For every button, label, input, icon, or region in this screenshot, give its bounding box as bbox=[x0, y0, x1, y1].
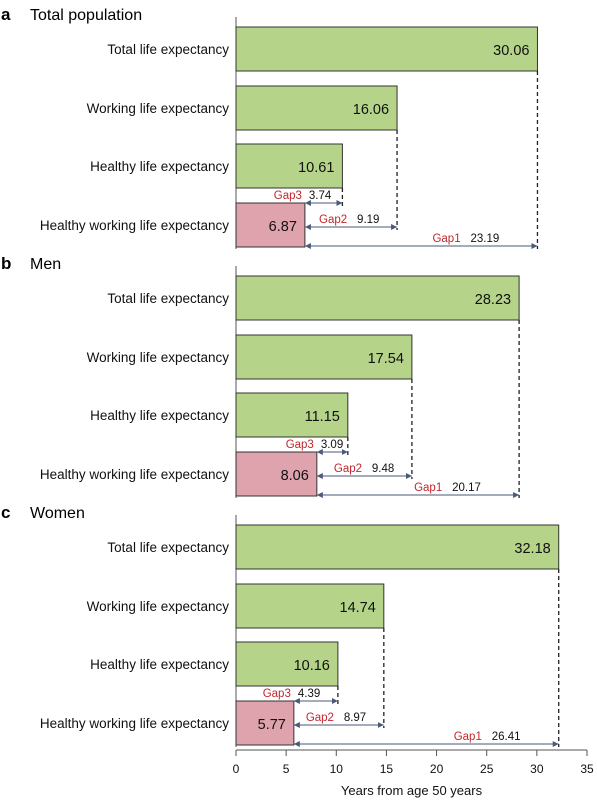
gap-value-label: 3.74 bbox=[309, 190, 332, 202]
bar-value-label: 5.77 bbox=[258, 717, 286, 733]
panel-letter: b bbox=[1, 254, 11, 273]
category-label: Healthy life expectancy bbox=[90, 657, 229, 672]
panel-letter: c bbox=[1, 503, 10, 522]
bar-value-label: 17.54 bbox=[368, 351, 404, 367]
panel-title: Women bbox=[30, 505, 85, 522]
bar bbox=[235, 583, 385, 629]
x-tick-label: 20 bbox=[430, 762, 444, 776]
category-label: Healthy life expectancy bbox=[90, 408, 229, 423]
category-label: Healthy working life expectancy bbox=[40, 467, 229, 482]
gap-name-label: Gap3 bbox=[286, 439, 314, 451]
bar-value-label: 28.23 bbox=[475, 292, 511, 308]
bar-value-label: 16.06 bbox=[353, 102, 389, 118]
gap-name-label: Gap2 bbox=[319, 214, 347, 226]
panel-title: Total population bbox=[30, 7, 142, 24]
bar bbox=[235, 392, 349, 438]
category-label: Total life expectancy bbox=[107, 42, 229, 57]
gap-name-label: Gap2 bbox=[306, 712, 334, 724]
category-label: Working life expectancy bbox=[87, 599, 230, 614]
bar bbox=[235, 334, 413, 380]
x-tick-label: 25 bbox=[480, 762, 494, 776]
category-label: Healthy working life expectancy bbox=[40, 218, 229, 233]
category-label: Healthy working life expectancy bbox=[40, 716, 229, 731]
gap-value-label: 9.48 bbox=[372, 463, 394, 475]
gap-value-label: 26.41 bbox=[492, 731, 521, 743]
category-label: Total life expectancy bbox=[107, 291, 229, 306]
gap-value-label: 9.19 bbox=[357, 214, 379, 226]
bar bbox=[235, 85, 398, 131]
gap-name-label: Gap1 bbox=[414, 482, 442, 494]
gap-name-label: Gap3 bbox=[263, 688, 291, 700]
gap-value-label: 3.09 bbox=[321, 439, 343, 451]
bar bbox=[235, 143, 343, 189]
x-tick-label: 5 bbox=[283, 762, 290, 776]
bar bbox=[235, 641, 339, 687]
gap-name-label: Gap1 bbox=[454, 731, 482, 743]
x-tick-label: 30 bbox=[530, 762, 544, 776]
bar-value-label: 32.18 bbox=[514, 541, 550, 557]
category-label: Working life expectancy bbox=[87, 350, 230, 365]
category-label: Working life expectancy bbox=[87, 101, 230, 116]
bar-value-label: 14.74 bbox=[340, 600, 376, 616]
bar-value-label: 8.06 bbox=[281, 468, 309, 484]
bar-value-label: 6.87 bbox=[269, 219, 297, 235]
x-tick-label: 15 bbox=[380, 762, 394, 776]
bar bbox=[235, 26, 538, 72]
bar-value-label: 30.06 bbox=[493, 43, 529, 59]
gap-name-label: Gap1 bbox=[432, 233, 460, 245]
category-label: Healthy life expectancy bbox=[90, 159, 229, 174]
x-tick-label: 35 bbox=[580, 762, 594, 776]
panel-title: Men bbox=[30, 256, 61, 273]
gap-name-label: Gap3 bbox=[274, 190, 302, 202]
healthy-working-life-bar bbox=[235, 700, 295, 746]
gap-value-label: 23.19 bbox=[470, 233, 499, 245]
gap-value-label: 8.97 bbox=[344, 712, 366, 724]
x-axis-title: Years from age 50 years bbox=[341, 783, 483, 798]
panel-letter: a bbox=[1, 5, 11, 24]
bar-value-label: 11.15 bbox=[305, 409, 340, 425]
bar-value-label: 10.61 bbox=[298, 160, 334, 176]
healthy-working-life-bar bbox=[235, 451, 318, 497]
bar bbox=[235, 524, 560, 570]
x-tick-label: 0 bbox=[233, 762, 240, 776]
gap-name-label: Gap2 bbox=[334, 463, 362, 475]
gap-value-label: 4.39 bbox=[298, 688, 320, 700]
gap-value-label: 20.17 bbox=[452, 482, 481, 494]
category-label: Total life expectancy bbox=[107, 540, 229, 555]
x-tick-label: 10 bbox=[330, 762, 344, 776]
bar-value-label: 10.16 bbox=[294, 658, 330, 674]
bar bbox=[235, 275, 520, 321]
